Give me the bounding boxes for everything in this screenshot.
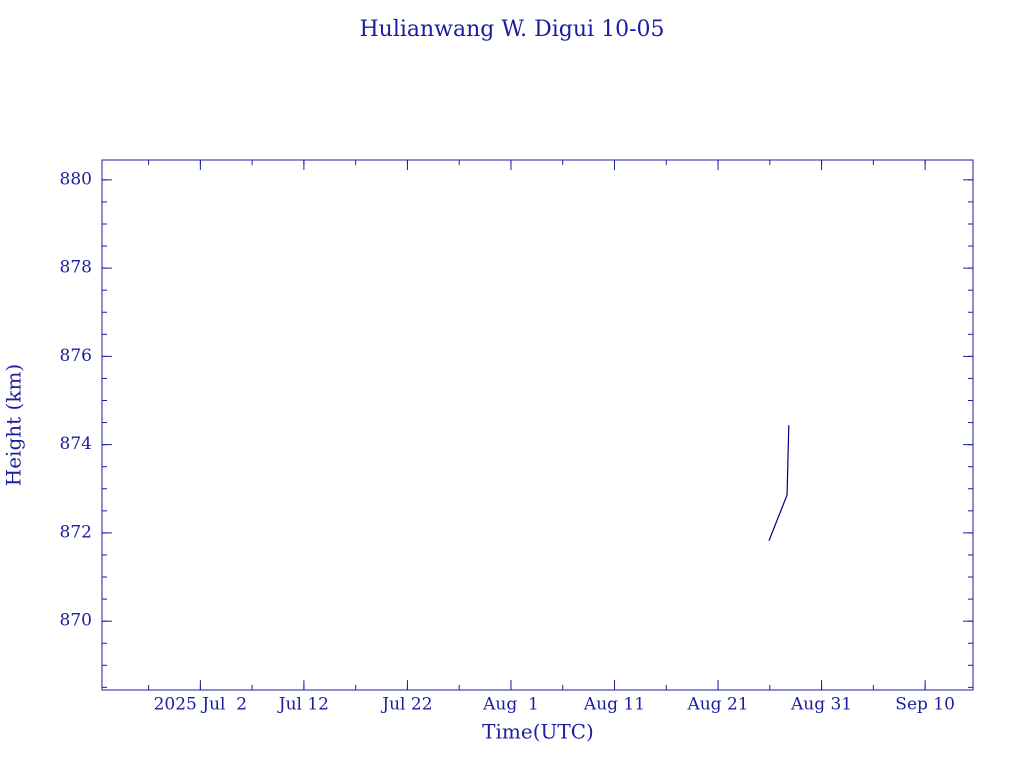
x-tick-label: Aug 21 bbox=[686, 695, 748, 715]
x-axis-label: Time(UTC) bbox=[482, 720, 594, 744]
y-axis-label: Height (km) bbox=[2, 364, 26, 486]
x-tick-label: Jul 12 bbox=[277, 695, 329, 715]
x-tick-label: Aug 1 bbox=[482, 695, 539, 715]
data-line bbox=[768, 425, 790, 542]
x-tick-label: Sep 10 bbox=[895, 695, 955, 715]
y-tick-label: 870 bbox=[60, 611, 92, 631]
x-tick-label: Jul 22 bbox=[380, 695, 432, 715]
chart-title: Hulianwang W. Digui 10-05 bbox=[359, 17, 664, 42]
x-tick-label: Aug 31 bbox=[790, 695, 852, 715]
x-tick-label: Aug 11 bbox=[583, 695, 645, 715]
y-tick-label: 880 bbox=[60, 169, 92, 189]
y-tick-label: 872 bbox=[60, 522, 92, 542]
plot-frame bbox=[101, 159, 974, 691]
y-tick-label: 874 bbox=[60, 434, 92, 454]
y-tick-label: 878 bbox=[60, 258, 92, 278]
x-tick-label: 2025 Jul 2 bbox=[154, 695, 248, 715]
y-tick-label: 876 bbox=[60, 346, 92, 366]
